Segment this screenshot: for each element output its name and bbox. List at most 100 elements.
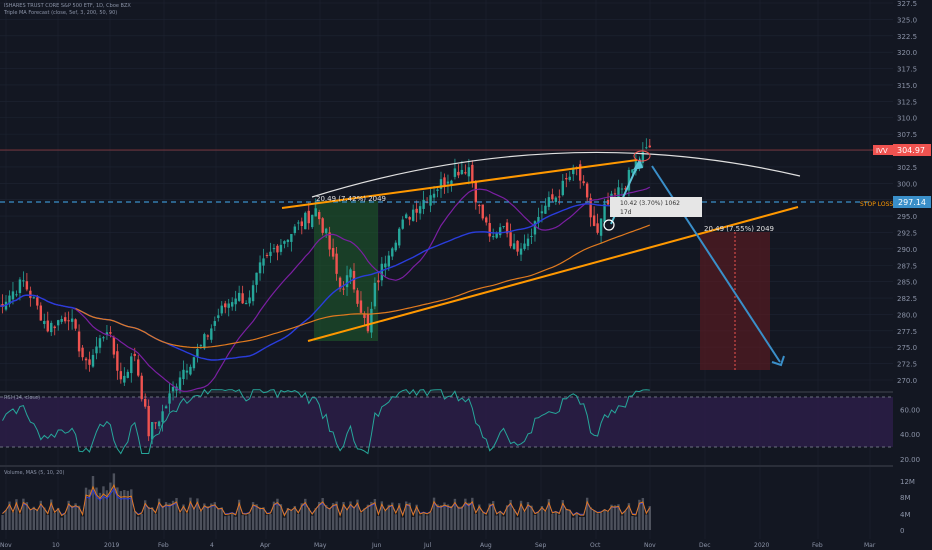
volume-bar bbox=[366, 504, 370, 530]
candle-body bbox=[119, 371, 123, 380]
volume-bar bbox=[321, 497, 324, 530]
volume-bar bbox=[363, 508, 366, 530]
candle-body bbox=[324, 228, 328, 234]
volume-bar bbox=[492, 501, 495, 530]
candle-body bbox=[436, 189, 439, 191]
candle-body bbox=[554, 197, 558, 202]
volume-bar bbox=[565, 508, 568, 530]
candle-body bbox=[112, 336, 116, 355]
candle-body bbox=[318, 212, 321, 220]
candle-body bbox=[63, 317, 67, 322]
volume-bar bbox=[251, 502, 255, 530]
volume-bar bbox=[624, 510, 627, 530]
candle-body bbox=[502, 225, 505, 227]
price-axis-bg[interactable] bbox=[893, 0, 932, 550]
candle-body bbox=[537, 216, 540, 223]
time-tick-label: 2019 bbox=[104, 542, 119, 549]
candle-body bbox=[164, 406, 168, 409]
candle-body bbox=[133, 353, 136, 356]
volume-bar bbox=[11, 512, 15, 530]
stop-loss-label: STOP LOSS bbox=[860, 201, 893, 208]
time-tick-label: Nov bbox=[0, 542, 12, 549]
candle-body bbox=[321, 218, 324, 233]
volume-bar bbox=[606, 511, 610, 530]
candles-group[interactable] bbox=[0, 138, 651, 445]
volume-bar bbox=[502, 516, 505, 530]
volume-bar bbox=[53, 512, 56, 530]
candle-body bbox=[544, 205, 547, 214]
candle-body bbox=[123, 375, 126, 383]
candle-body bbox=[18, 279, 22, 294]
candle-body bbox=[331, 247, 335, 257]
volume-bar bbox=[269, 514, 272, 530]
volume-bar bbox=[592, 510, 596, 530]
candle-body bbox=[460, 169, 464, 175]
candle-body bbox=[345, 275, 349, 288]
candle-body bbox=[356, 290, 359, 304]
volume-bar bbox=[422, 513, 425, 530]
candle-body bbox=[338, 277, 342, 289]
channel-top-line[interactable] bbox=[281, 159, 638, 209]
candle-body bbox=[91, 354, 95, 367]
candle-body bbox=[70, 318, 74, 322]
candle-body bbox=[150, 421, 154, 440]
candle-body bbox=[276, 245, 279, 253]
volume-bar bbox=[318, 501, 321, 530]
volume-title[interactable]: Volume, MAS (5, 10, 20) bbox=[4, 470, 64, 476]
price-tick-label: 325.0 bbox=[897, 16, 917, 24]
candle-body bbox=[251, 285, 255, 302]
volume-bar bbox=[387, 504, 390, 530]
volume-bar bbox=[258, 507, 262, 530]
volume-bar bbox=[464, 498, 467, 530]
volume-bar bbox=[373, 498, 377, 530]
rsi-title[interactable]: RSI (14, close) bbox=[4, 395, 40, 401]
volume-bar bbox=[234, 516, 237, 530]
volume-bar bbox=[512, 509, 516, 530]
candle-body bbox=[568, 176, 571, 180]
candle-body bbox=[391, 248, 394, 257]
candle-body bbox=[328, 232, 331, 250]
candle-body bbox=[137, 359, 140, 376]
candle-body bbox=[1, 303, 4, 307]
time-axis-bg[interactable] bbox=[0, 539, 932, 550]
price-tag-symbol: IVV bbox=[876, 147, 888, 155]
volume-bar bbox=[530, 505, 533, 530]
candle-body bbox=[359, 300, 363, 313]
volume-bar bbox=[15, 499, 18, 530]
candle-body bbox=[297, 222, 300, 224]
volume-axis: 12M 8M 4M 0 bbox=[900, 478, 915, 535]
volume-bar bbox=[547, 499, 551, 530]
candle-body bbox=[561, 180, 564, 196]
volume-bar bbox=[237, 499, 241, 530]
volume-bar bbox=[185, 513, 189, 530]
symbol-title[interactable]: ISHARES TRUST CORE S&P 500 ETF, 1D, Cboe… bbox=[4, 3, 131, 9]
measure-small-box: 10.42 (3.70%) 1062 17d bbox=[610, 197, 702, 217]
price-tick-label: 277.5 bbox=[897, 328, 917, 336]
candle-body bbox=[446, 181, 450, 184]
volume-bar bbox=[509, 499, 512, 530]
candle-body bbox=[307, 210, 310, 224]
volume-bar bbox=[203, 503, 206, 530]
candle-body bbox=[32, 297, 36, 299]
volume-bar bbox=[488, 503, 491, 530]
candle-body bbox=[241, 293, 244, 304]
channel-bottom-line[interactable] bbox=[307, 206, 799, 342]
indicator-title[interactable]: Triple MA Forecast (close, 5ef, 3, 200, … bbox=[3, 10, 117, 16]
volume-bar bbox=[349, 501, 352, 530]
candle-body bbox=[157, 421, 161, 427]
candle-body bbox=[265, 255, 269, 257]
stop-loss-value: 297.14 bbox=[898, 198, 926, 207]
volume-bar bbox=[631, 516, 634, 530]
volume-bar bbox=[648, 506, 651, 530]
candle-body bbox=[411, 209, 415, 221]
candle-body bbox=[53, 326, 56, 329]
volume-bar bbox=[568, 509, 571, 530]
volume-bar bbox=[596, 513, 599, 530]
candle-body bbox=[342, 288, 345, 290]
candle-body bbox=[582, 181, 585, 184]
volume-bar bbox=[248, 513, 251, 530]
candle-body bbox=[533, 221, 537, 235]
volume-tick-label: 0 bbox=[900, 527, 904, 535]
forecast-arc[interactable] bbox=[311, 151, 801, 198]
